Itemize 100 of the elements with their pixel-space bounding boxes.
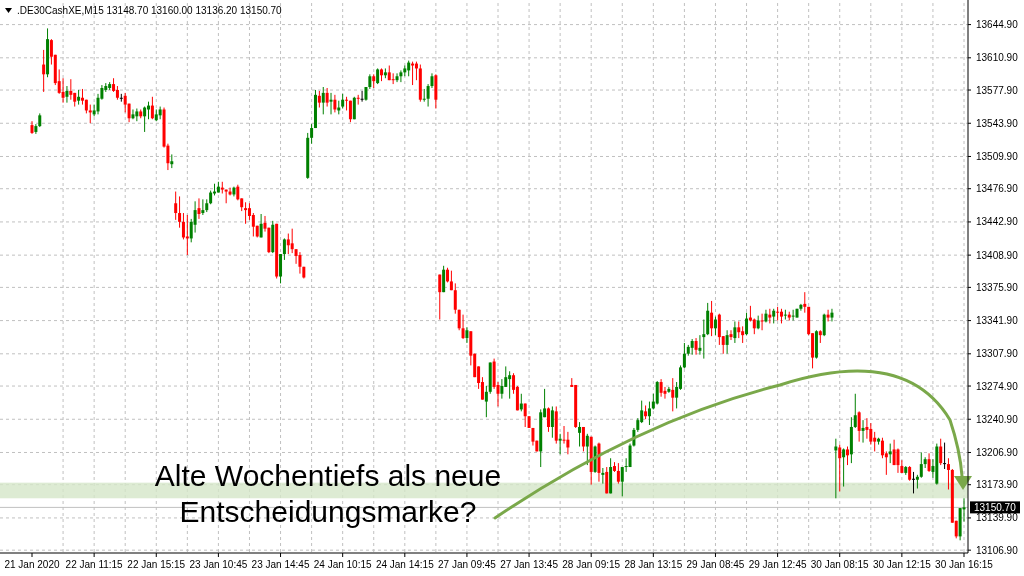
- candlestick: [286, 233, 290, 255]
- candlestick: [846, 446, 849, 466]
- x-tick-label: 28 Jan 09:15: [562, 559, 621, 570]
- candlestick: [279, 253, 283, 284]
- x-tick-label: 21 Jan 2020: [4, 559, 60, 570]
- candlestick: [135, 108, 139, 122]
- chart-title: .DE30CashXE,M15 13148.70 13160.00 13136.20 13150.70: [17, 5, 283, 16]
- candlestick: [197, 197, 201, 220]
- candlestick: [325, 87, 329, 108]
- candlestick: [500, 378, 504, 400]
- candlestick: [484, 385, 488, 418]
- x-tick-label: 30 Jan 16:15: [935, 559, 994, 570]
- ref-line-label: 13150.70: [974, 502, 1017, 514]
- candlestick: [131, 108, 135, 120]
- candlestick: [438, 274, 442, 321]
- y-tick-label: 13106.90: [976, 544, 1019, 556]
- candlestick: [803, 291, 807, 314]
- candlestick: [422, 88, 426, 103]
- candlestick: [508, 370, 512, 400]
- candlestick: [329, 92, 333, 115]
- x-tick-label: 22 Jan 15:15: [127, 559, 186, 570]
- y-tick-label: 13509.90: [976, 150, 1019, 162]
- candlestick: [830, 308, 834, 322]
- candlestick: [791, 309, 795, 321]
- candlestick: [251, 212, 255, 237]
- candlestick: [69, 78, 73, 101]
- x-tick-label: 23 Jan 10:45: [189, 559, 248, 570]
- candlestick: [550, 405, 554, 439]
- candlestick: [857, 410, 861, 443]
- candlestick: [873, 431, 877, 452]
- candlestick: [461, 314, 465, 340]
- x-tick-label: 30 Jan 08:15: [810, 559, 870, 570]
- candlestick: [702, 319, 706, 360]
- x-tick-label: 23 Jan 14:45: [251, 559, 310, 570]
- x-tick-label: 24 Jan 10:15: [313, 559, 373, 570]
- candlestick: [838, 444, 842, 492]
- candlestick: [682, 342, 686, 369]
- candlestick: [783, 309, 787, 321]
- candlestick: [725, 329, 729, 355]
- candlestick: [395, 72, 399, 83]
- candlestick: [88, 104, 92, 124]
- candlestick: [193, 200, 197, 234]
- y-tick-label: 13476.90: [976, 183, 1019, 195]
- candlestick: [453, 282, 457, 315]
- candlestick: [888, 443, 892, 464]
- candlestick: [290, 228, 294, 254]
- candlestick: [578, 421, 582, 448]
- candlestick: [939, 438, 943, 466]
- candlestick: [655, 380, 659, 406]
- candlestick: [605, 466, 609, 494]
- candlestick: [667, 386, 671, 394]
- x-tick-label: 28 Jan 13:15: [624, 559, 683, 570]
- candlestick: [585, 433, 589, 466]
- candlestick: [178, 195, 182, 229]
- candlestick: [869, 422, 873, 446]
- candlestick: [717, 313, 721, 346]
- x-tick-label: 27 Jan 13:45: [500, 559, 559, 570]
- candlestick: [61, 77, 65, 104]
- candlestick: [861, 419, 865, 444]
- y-tick-label: 13577.90: [976, 84, 1019, 96]
- candlestick: [174, 191, 178, 221]
- y-tick-label: 13644.90: [976, 19, 1019, 31]
- candlestick: [927, 452, 931, 473]
- y-tick-label: 13173.90: [976, 479, 1019, 491]
- candlestick: [181, 212, 185, 240]
- candlestick: [842, 447, 846, 488]
- candlestick: [706, 302, 710, 336]
- y-tick-label: 13543.90: [976, 117, 1019, 129]
- candlestick: [919, 451, 923, 479]
- y-tick-label: 13341.90: [976, 315, 1019, 327]
- candlestick: [321, 86, 325, 115]
- candlestick: [671, 377, 675, 412]
- candlestick: [713, 316, 717, 336]
- candlestick: [853, 393, 857, 429]
- candlestick: [562, 425, 566, 445]
- x-tick-label: 30 Jan 12:15: [872, 559, 932, 570]
- candlestick: [946, 457, 950, 490]
- y-tick-label: 13240.90: [976, 413, 1019, 425]
- y-tick-label: 13408.90: [976, 249, 1019, 261]
- candlestick: [143, 106, 147, 133]
- x-tick-label: 29 Jan 12:45: [748, 559, 807, 570]
- x-tick-label: 24 Jan 14:15: [375, 559, 435, 570]
- candlestick: [694, 337, 698, 356]
- candlestick: [399, 69, 403, 83]
- candlestick: [760, 313, 764, 331]
- candlestick: [822, 313, 826, 337]
- candlestick: [65, 85, 69, 104]
- candlestick: [826, 309, 830, 322]
- y-tick-label: 13375.90: [976, 281, 1019, 293]
- candlestick: [360, 90, 364, 103]
- candlestick: [546, 406, 550, 433]
- candlestick: [411, 61, 415, 86]
- y-tick-label: 13442.90: [976, 216, 1019, 228]
- candlestick: [729, 329, 733, 341]
- candlestick: [581, 426, 585, 452]
- candlestick: [620, 466, 624, 497]
- candlestick: [185, 214, 189, 256]
- x-tick-label: 29 Jan 08:45: [686, 559, 745, 570]
- x-tick-label: 27 Jan 09:45: [438, 559, 497, 570]
- x-tick-label: 22 Jan 11:15: [65, 559, 124, 570]
